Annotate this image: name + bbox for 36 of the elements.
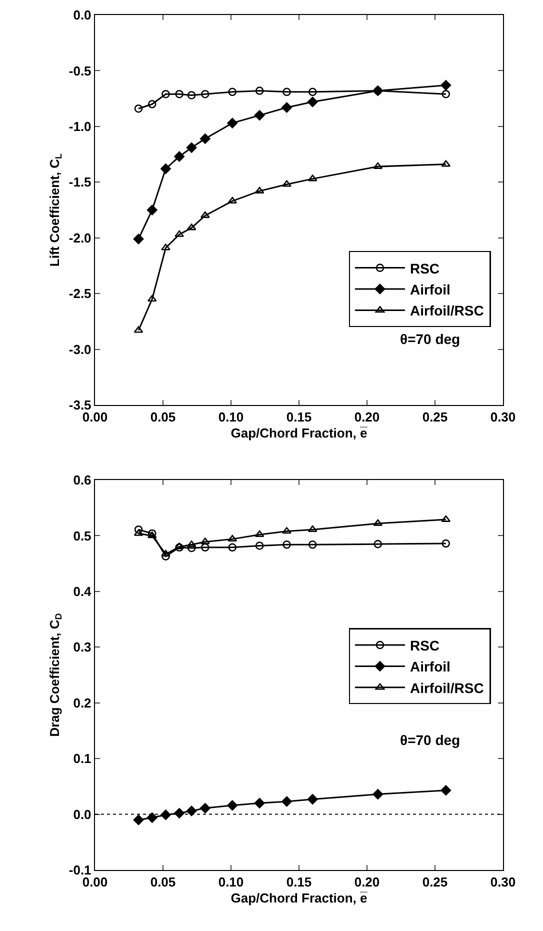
x-tick-label: 0.30 [490, 874, 516, 890]
y-tick-label: -1.0 [68, 118, 92, 134]
legend-label: Airfoil/RSC [410, 680, 484, 696]
x-tick-label: 0.15 [286, 410, 312, 425]
y-tick-label: 0.6 [73, 472, 92, 488]
x-tick-label: 0.20 [354, 410, 380, 425]
x-axis-title: Gap/Chord Fraction, e̅ [230, 425, 368, 440]
x-tick-label: 0.05 [150, 410, 176, 425]
y-tick-label: -2.5 [68, 286, 92, 302]
annotation: θ=70 deg [400, 732, 460, 748]
y-tick-label: 0.4 [73, 584, 92, 599]
legend-label: Airfoil [410, 281, 450, 298]
legend-label: Airfoil [410, 658, 450, 675]
x-tick-label: 0.20 [354, 874, 380, 890]
y-tick-label: -2.0 [68, 230, 92, 246]
y-tick-label: 0.0 [73, 8, 92, 23]
y-tick-label: -3.0 [68, 342, 92, 357]
legend-label: Airfoil/RSC [410, 302, 484, 319]
y-tick-label: 0.3 [73, 640, 92, 655]
x-tick-label: 0.25 [422, 874, 448, 890]
legend-label: RSC [410, 637, 440, 654]
y-tick-label: 0.2 [73, 695, 92, 710]
y-tick-label: -0.5 [68, 63, 92, 78]
x-tick-label: 0.15 [286, 874, 312, 890]
y-tick-label: -1.5 [68, 174, 92, 190]
x-tick-label: 0.10 [218, 410, 244, 425]
x-axis-title: Gap/Chord Fraction, e̅ [230, 890, 368, 906]
x-tick-label: 0.10 [218, 874, 244, 890]
y-tick-label: 0.1 [73, 751, 92, 766]
y-tick-label: 0.0 [73, 806, 92, 822]
y-tick-label: 0.5 [73, 528, 92, 544]
x-tick-label: 0.05 [150, 874, 176, 890]
annotation: θ=70 deg [400, 331, 460, 347]
legend-label: RSC [410, 260, 440, 276]
x-tick-label: 0.25 [422, 410, 448, 425]
x-tick-label: 0.30 [490, 410, 516, 425]
